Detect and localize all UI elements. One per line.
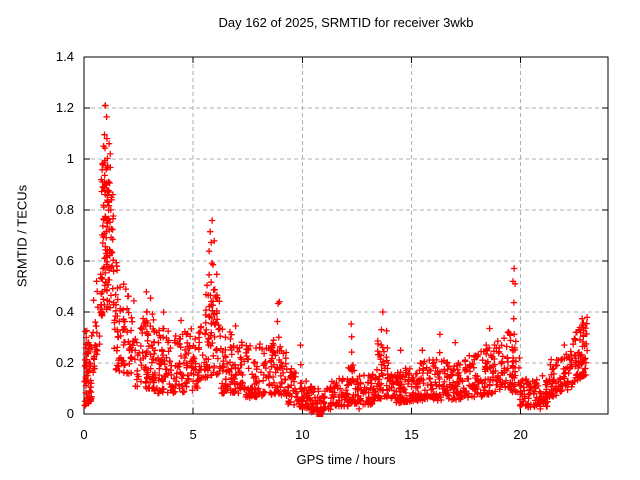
x-axis-label: GPS time / hours [296, 452, 396, 467]
y-tick-label: 1.4 [56, 49, 74, 64]
plot-border [83, 56, 609, 415]
x-tick-labels: 0 5 10 15 20 [80, 427, 528, 442]
y-tick-label: 0 [67, 406, 74, 421]
x-tick-label: 15 [404, 427, 418, 442]
y-tick-label: 1.2 [56, 100, 74, 115]
grid-lines [84, 57, 608, 414]
y-tick-label: 0.8 [56, 202, 74, 217]
y-tick-label: 0.6 [56, 253, 74, 268]
x-tick-label: 10 [295, 427, 309, 442]
x-tick-label: 0 [80, 427, 87, 442]
y-tick-label: 0.2 [56, 355, 74, 370]
flagged-point-square [316, 410, 324, 417]
x-tick-label: 20 [513, 427, 527, 442]
x-tick-label: 5 [190, 427, 197, 442]
y-tick-labels: 0 0.2 0.4 0.6 0.8 1 1.2 1.4 [56, 49, 74, 421]
data-points [81, 102, 591, 416]
y-tick-label: 1 [67, 151, 74, 166]
y-tick-label: 0.4 [56, 304, 74, 319]
axis-ticks [83, 56, 608, 415]
chart-title: Day 162 of 2025, SRMTID for receiver 3wk… [218, 15, 474, 30]
